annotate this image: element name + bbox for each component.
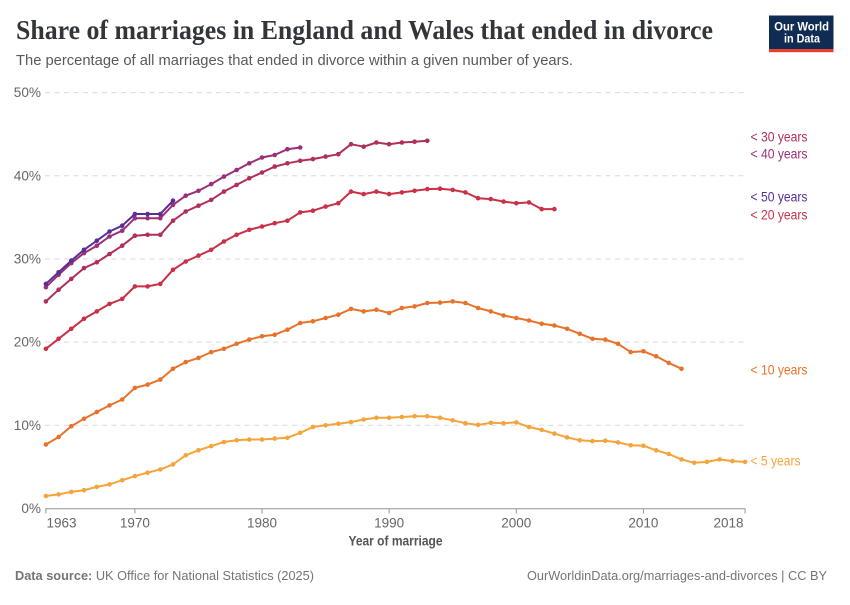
svg-text:1990: 1990 [374,516,404,531]
svg-text:2000: 2000 [501,516,531,531]
svg-text:Share of marriages in England: Share of marriages in England and Wales … [16,14,713,45]
svg-text:Year of marriage: Year of marriage [349,533,443,548]
svg-text:< 40 years: < 40 years [751,146,808,161]
svg-text:The percentage of all marriage: The percentage of all marriages that end… [16,52,573,69]
svg-text:50%: 50% [14,85,41,100]
svg-text:30%: 30% [14,252,41,267]
svg-text:20%: 20% [14,335,41,350]
svg-text:in Data: in Data [784,33,821,45]
svg-text:< 5 years: < 5 years [751,454,801,469]
svg-text:< 50 years: < 50 years [751,189,808,204]
svg-text:< 20 years: < 20 years [751,207,808,222]
svg-text:< 30 years: < 30 years [751,130,808,145]
svg-text:2010: 2010 [628,516,658,531]
svg-text:40%: 40% [14,168,41,183]
svg-text:Our World: Our World [774,22,829,34]
svg-text:OurWorldinData.org/marriages-a: OurWorldinData.org/marriages-and-divorce… [527,569,828,583]
svg-text:2018: 2018 [713,516,743,531]
svg-text:1980: 1980 [247,516,277,531]
svg-text:1970: 1970 [120,516,150,531]
svg-text:1963: 1963 [47,516,77,531]
svg-text:10%: 10% [14,418,41,433]
svg-text:Data source: UK Office for Nat: Data source: UK Office for National Stat… [15,569,314,583]
svg-text:0%: 0% [21,501,41,516]
svg-text:< 10 years: < 10 years [751,363,808,378]
